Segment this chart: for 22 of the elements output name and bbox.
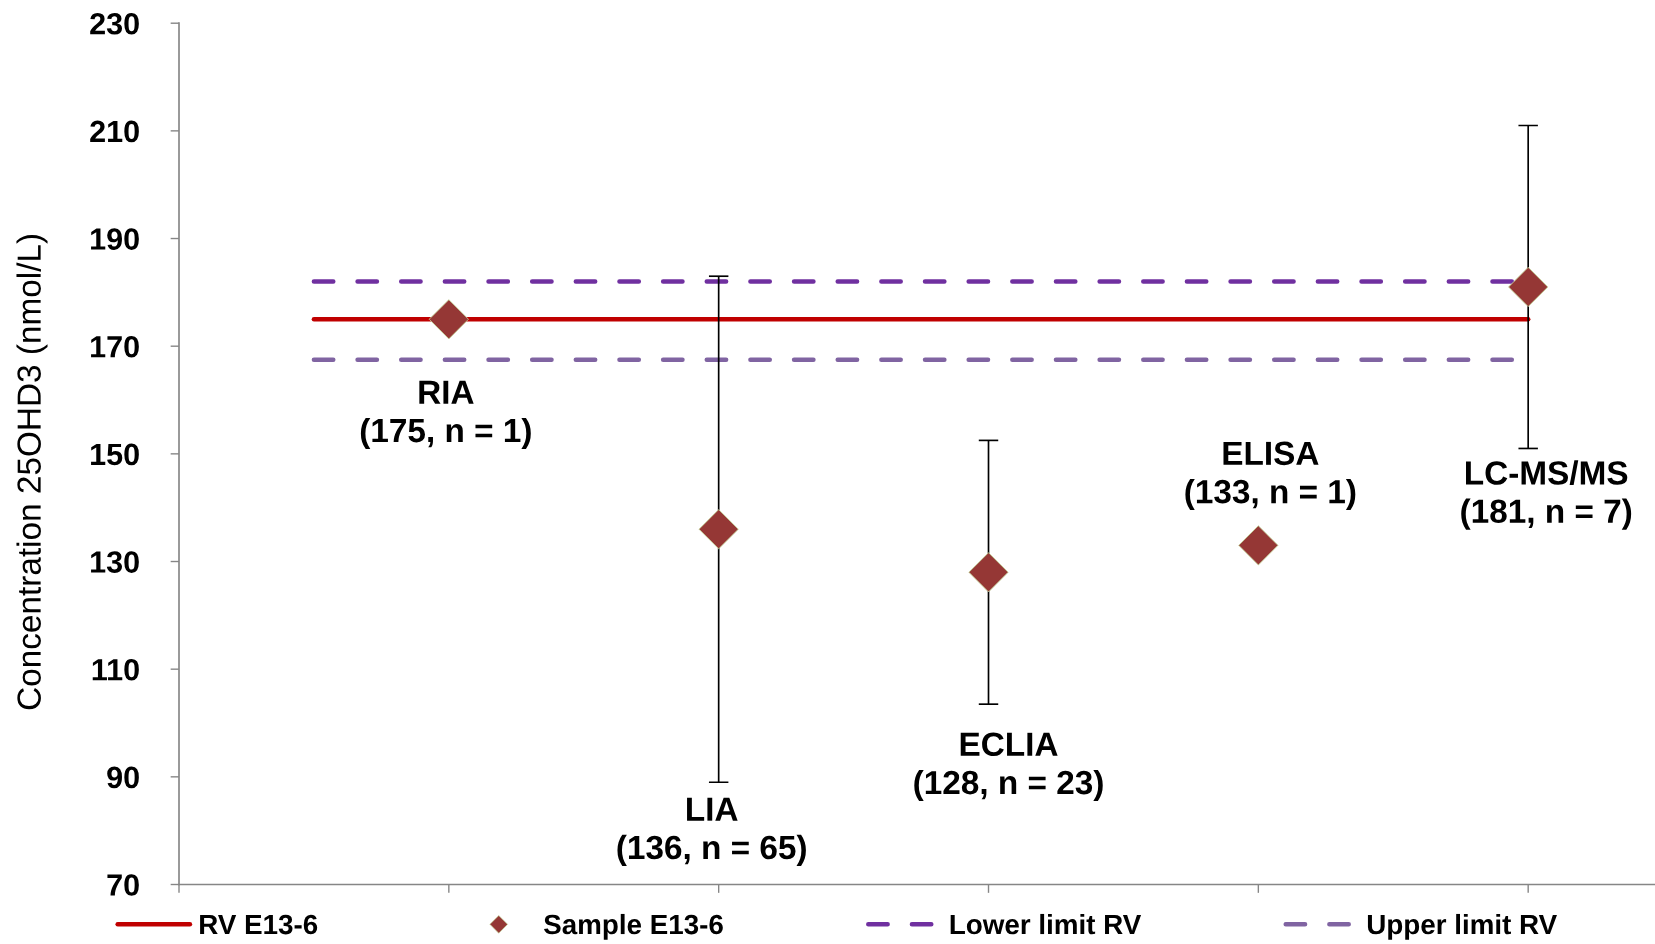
annotation: RIA (175, n = 1) [360, 380, 531, 449]
annotation: ELISA (133, n = 1) [1185, 441, 1356, 511]
y-tick-label: 130 [91, 551, 139, 573]
y-axis-title: Concentration 25OHD3 (nmol/L) [16, 234, 48, 710]
y-tick-label: 90 [107, 766, 139, 789]
y-tick-label: 230 [90, 12, 139, 35]
y-tick-label: 70 [107, 874, 139, 896]
annotation: ECLIA (128, n = 23) [914, 732, 1103, 801]
point [698, 509, 739, 550]
annotation: LIA (136, n = 65) [617, 797, 806, 866]
y-tick-label: 170 [91, 335, 139, 358]
y-tick-label: 110 [92, 658, 139, 681]
y-tick-label: 210 [90, 120, 139, 143]
legend-label: Upper limit RV [1367, 913, 1557, 940]
legend-label: RV E13-6 [200, 914, 318, 935]
point [1238, 525, 1279, 566]
legend-label: Lower limit RV [950, 913, 1142, 935]
legend-label: Sample E13-6 [543, 913, 723, 940]
annotation: LC-MS/MS (181, n = 7) [1461, 460, 1632, 530]
point [428, 299, 469, 340]
y-tick-label: 150 [91, 443, 139, 466]
y-tick-label: 190 [91, 228, 139, 250]
